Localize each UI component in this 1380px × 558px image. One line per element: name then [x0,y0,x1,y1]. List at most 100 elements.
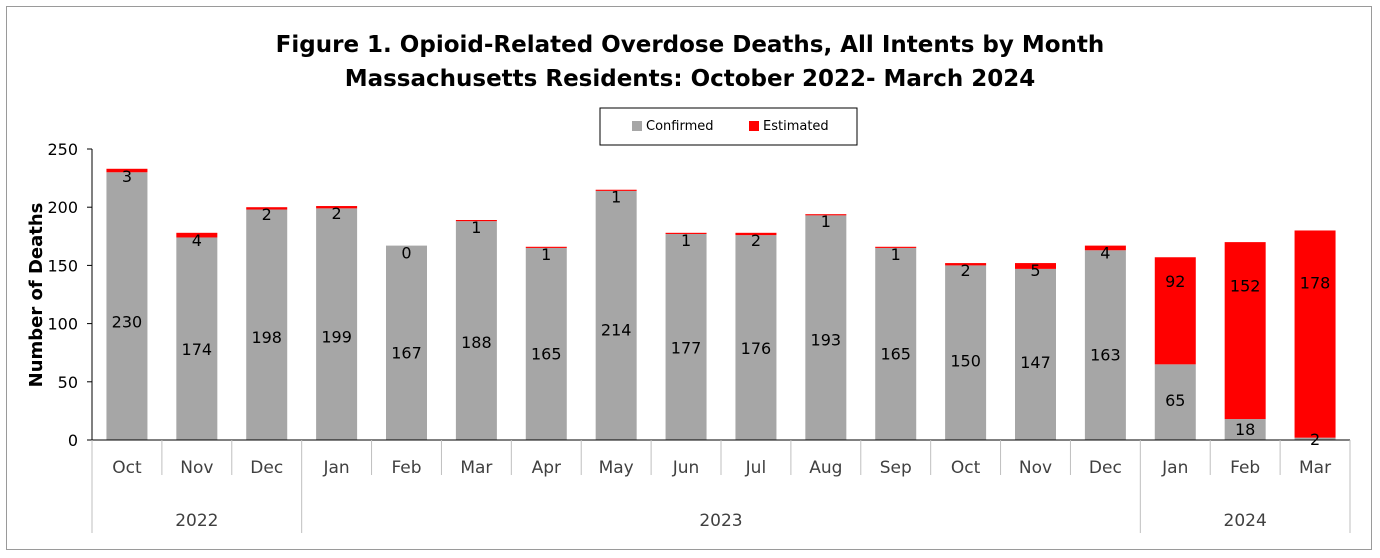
bar-estimated [945,263,987,266]
bar-confirmed [525,247,567,440]
y-tick-label: 100 [47,315,78,334]
x-tick-label: Nov [1019,458,1052,478]
chart-title: Figure 1. Opioid-Related Overdose Deaths… [276,32,1105,58]
x-tick-label: Feb [391,458,421,478]
chart-subtitle: Massachusetts Residents: October 2022- M… [345,66,1036,92]
data-label-confirmed: 163 [1090,345,1121,364]
bar-estimated [1154,257,1196,365]
bar-confirmed [945,265,987,440]
bar-confirmed [176,237,218,440]
y-tick-label: 200 [47,198,78,217]
bar-confirmed [805,215,847,440]
x-tick-label: Mar [1299,458,1331,478]
bar-estimated [1224,242,1266,420]
x-tick-label: Jan [1161,458,1188,478]
bar-estimated [246,207,288,210]
x-tick-label: Aug [809,458,842,478]
x-tick-label: Oct [951,458,981,478]
chart-frame: Figure 1. Opioid-Related Overdose Deaths… [6,6,1372,550]
bar-estimated [595,189,637,191]
data-label-confirmed: 174 [182,340,213,359]
bar-confirmed [875,247,917,440]
x-tick-label: Dec [1089,458,1122,478]
y-tick-label: 0 [68,431,78,450]
data-label-confirmed: 188 [461,333,492,352]
x-tick-label: Jan [323,458,350,478]
data-label-estimated: 2 [751,231,761,250]
x-tick-label: Mar [460,458,492,478]
bar-estimated [176,232,218,238]
x-year-label: 2023 [699,511,742,531]
bar-confirmed [106,172,148,440]
x-axis: Oct Nov Dec Jan Feb Mar Apr May Jun Jul Aug Sep Oct N… [91,439,1351,533]
chart-canvas: Figure 1. Opioid-Related Overdose Deaths… [26,32,1351,533]
bar-confirmed [1154,364,1196,440]
bar-estimated [525,246,567,248]
data-label-estimated: 4 [192,231,202,250]
x-year-label: 2022 [175,511,218,531]
x-tick-label: Sep [880,458,912,478]
data-label-confirmed: 167 [391,343,422,362]
bar-confirmed [665,233,707,440]
data-label-confirmed: 65 [1165,391,1185,410]
bar-estimated [875,246,917,248]
bar-confirmed [386,245,427,440]
bar-confirmed [316,208,358,440]
data-label-estimated: 2 [332,204,342,223]
bar-estimated [1294,230,1336,438]
data-label-confirmed: 193 [811,331,842,350]
data-label-confirmed: 176 [741,339,772,358]
bar-confirmed [1294,437,1336,440]
data-label-confirmed: 230 [112,313,143,332]
data-label-confirmed: 150 [950,352,981,371]
x-tick-label: Jun [672,458,700,478]
bar-estimated [665,232,707,234]
data-label-estimated: 2 [961,261,971,280]
x-tick-label: Feb [1230,458,1260,478]
bar-estimated [1015,263,1056,269]
data-label-confirmed: 18 [1235,420,1255,439]
data-label-estimated: 1 [681,231,691,250]
legend-box [599,107,858,146]
data-label-estimated: 178 [1300,273,1331,292]
data-label-estimated: 92 [1165,272,1185,291]
data-label-confirmed: 199 [321,328,352,347]
data-label-confirmed: 177 [671,338,702,357]
y-tick-label: 250 [47,140,78,159]
bars: 2303174419821992167018811651214117711762… [106,167,1336,449]
data-label-estimated: 1 [611,188,621,207]
bar-estimated [805,214,847,216]
data-label-estimated: 1 [891,245,901,264]
y-tick-label: 150 [47,256,78,275]
x-tick-label: Oct [112,458,142,478]
x-year-label: 2024 [1224,511,1267,531]
bar-estimated [1084,245,1126,251]
x-tick-label: Jul [745,458,767,478]
data-label-estimated: 3 [122,167,132,186]
bar-confirmed [1084,250,1126,440]
bar-estimated [106,168,148,173]
bar-estimated [735,232,777,236]
legend-label-confirmed: Confirmed [646,119,714,134]
bar-estimated [316,206,358,209]
bar-confirmed [246,209,288,440]
legend-label-estimated: Estimated [763,119,829,134]
x-tick-label: May [599,458,634,478]
data-label-confirmed: 198 [251,328,282,347]
y-axis-label: Number of Deaths [26,203,47,388]
data-label-confirmed: 147 [1020,353,1051,372]
legend-swatch-confirmed [632,121,642,131]
bar-confirmed [595,190,637,440]
bar-confirmed [1015,268,1056,440]
x-tick-label: Nov [180,458,213,478]
data-label-estimated: 1 [821,212,831,231]
data-label-estimated: 0 [401,244,411,263]
data-label-estimated: 5 [1030,261,1040,280]
legend-swatch-estimated [749,121,759,131]
y-tick-label: 50 [58,373,78,392]
data-label-estimated: 1 [541,245,551,264]
bar-confirmed [1224,419,1266,440]
x-tick-label: Apr [532,458,561,478]
data-label-estimated: 2 [262,205,272,224]
data-label-confirmed: 165 [880,344,911,363]
